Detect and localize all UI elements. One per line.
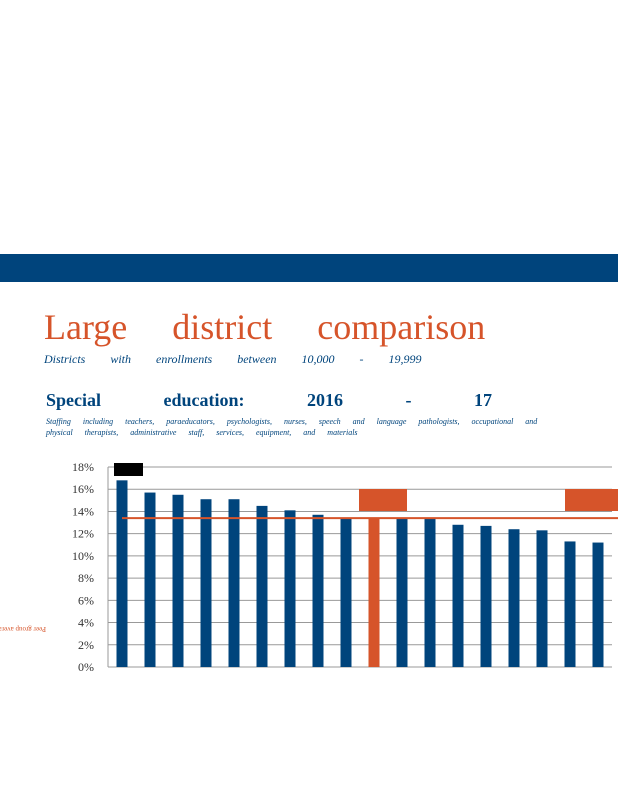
- bar: [564, 541, 576, 667]
- y-tick-label: 10%: [72, 549, 94, 563]
- bar: [592, 542, 604, 667]
- top-marker: [114, 463, 143, 476]
- y-tick-label: 0%: [78, 660, 94, 674]
- bar: [340, 518, 352, 667]
- bar-chart: 0% 2% 4% 6% 8% 10% 12% 14% 16% 18% Peer group ave…: [0, 460, 618, 674]
- y-tick-label: 2%: [78, 638, 94, 652]
- chart-bars: [116, 480, 604, 667]
- y-tick-label: 8%: [78, 571, 94, 585]
- bar: [228, 499, 240, 667]
- bar: [424, 518, 436, 667]
- staffing-note: Staffing including teachers, paraeducato…: [46, 417, 538, 437]
- bar: [452, 524, 464, 667]
- y-tick-label: 18%: [72, 460, 94, 474]
- y-tick-label: 16%: [72, 482, 94, 496]
- average-label: Peer group average: [0, 625, 46, 633]
- bar: [172, 494, 184, 667]
- chart-decorations: Peer group average: [0, 463, 618, 633]
- bar: [144, 492, 156, 667]
- bar: [256, 505, 268, 667]
- page-title: Large district comparison: [44, 307, 486, 347]
- y-tick-label: 12%: [72, 527, 94, 541]
- bar: [312, 514, 324, 667]
- section-heading: Special education: 2016 - 17: [46, 390, 492, 410]
- bar: [200, 499, 212, 667]
- page-subtitle: Districts with enrollments between 10,00…: [44, 352, 422, 366]
- y-axis-ticks: 0% 2% 4% 6% 8% 10% 12% 14% 16% 18%: [72, 460, 94, 674]
- highlight-marker: [359, 489, 407, 511]
- bar: [396, 518, 408, 667]
- header-band: [0, 254, 618, 282]
- bar: [480, 525, 492, 667]
- bar: [536, 530, 548, 667]
- highlighted-bar: [368, 518, 380, 667]
- bar: [508, 529, 520, 667]
- bar: [116, 480, 128, 667]
- y-tick-label: 14%: [72, 504, 94, 518]
- y-tick-label: 4%: [78, 616, 94, 630]
- bar: [284, 510, 296, 667]
- y-tick-label: 6%: [78, 593, 94, 607]
- highlight-marker: [565, 489, 618, 511]
